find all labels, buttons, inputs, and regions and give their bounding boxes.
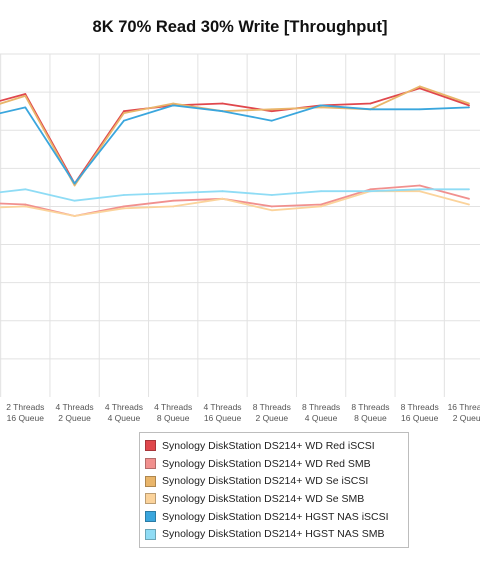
data-point [24,106,27,109]
legend-swatch [145,493,156,505]
data-point [369,108,372,111]
grid-lines [0,53,480,397]
data-point [369,188,372,191]
legend-label: Synology DiskStation DS214+ WD Se SMB [162,492,365,505]
data-point [418,108,421,111]
x-tick-label: 8 Threads 8 Queue [351,402,389,423]
data-point [73,184,76,187]
x-tick-label: 4 Threads 2 Queue [56,402,94,423]
legend-item: Synology DiskStation DS214+ WD Red iSCSI [145,437,408,455]
data-point [320,106,322,109]
data-point [221,110,224,113]
data-point [24,203,27,206]
legend-swatch [145,511,156,523]
data-point [24,188,27,191]
legend-swatch [145,458,156,470]
data-point [172,205,175,208]
data-point [123,205,125,208]
series-line [0,104,470,185]
legend-label: Synology DiskStation DS214+ WD Red iSCSI [162,439,375,452]
legend-swatch [145,440,156,452]
data-point [418,188,421,191]
data-point [73,215,76,217]
series-line [0,190,470,217]
data-point [270,110,273,113]
data-point [73,182,76,185]
data-point [270,209,273,212]
data-point [270,119,273,122]
chart-title: 8K 70% Read 30% Write [Throughput] [92,18,388,36]
data-point [369,102,372,105]
data-point [468,106,470,109]
legend-swatch [145,528,156,540]
data-point [468,188,470,191]
series-line [0,85,470,187]
data-point [468,102,470,105]
data-point [172,104,175,107]
data-point [221,102,224,105]
data-point [320,203,322,206]
legend-swatch [145,475,156,487]
x-tick-label: 8 Threads 4 Queue [302,402,340,423]
data-point [468,104,470,107]
data-point [418,184,421,187]
data-point [418,190,421,193]
legend-label: Synology DiskStation DS214+ WD Se iSCSI [162,475,369,488]
data-point [123,207,125,210]
data-point [123,112,125,114]
data-point [369,190,372,193]
data-point [172,192,175,195]
x-tick-label: 2 Threads 16 Queue [6,402,44,423]
data-point [270,108,273,111]
legend: Synology DiskStation DS214+ WD Red iSCSI… [139,432,409,548]
series-line [0,188,469,202]
legend-label: Synology DiskStation DS214+ WD Red SMB [162,457,371,470]
data-point [468,197,470,200]
data-point [24,205,27,208]
data-point [123,119,125,122]
legend-item: Synology DiskStation DS214+ WD Se iSCSI [145,472,408,490]
legend-label: Synology DiskStation DS214+ HGST NAS iSC… [162,510,389,523]
data-point [123,110,125,113]
x-tick-label: 8 Threads 16 Queue [401,402,439,423]
legend-item: Synology DiskStation DS214+ HGST NAS SMB [145,525,408,543]
x-tick-label: 4 Threads 8 Queue [154,402,192,423]
data-point [123,194,125,196]
data-point [418,87,421,90]
data-point [320,104,322,107]
data-point [418,85,421,88]
data-point [73,199,76,202]
data-point [172,102,175,105]
series-line [0,87,470,185]
series-lines [0,85,470,217]
data-point [270,194,273,196]
legend-item: Synology DiskStation DS214+ HGST NAS iSC… [145,508,408,526]
data-point [270,205,273,208]
legend-label: Synology DiskStation DS214+ HGST NAS SMB [162,528,385,541]
data-point [320,205,322,208]
x-tick-label: 4 Threads 16 Queue [203,402,241,423]
data-point [172,199,175,202]
data-point [221,190,224,193]
data-point [320,190,322,193]
legend-item: Synology DiskStation DS214+ WD Se SMB [145,490,408,508]
legend-item: Synology DiskStation DS214+ WD Red SMB [145,455,408,473]
x-tick-label: 4 Threads 4 Queue [105,402,143,423]
data-point [24,93,27,95]
data-point [24,95,27,97]
data-point [221,197,224,200]
x-tick-label: 8 Threads 2 Queue [253,402,291,423]
data-point [468,203,470,206]
